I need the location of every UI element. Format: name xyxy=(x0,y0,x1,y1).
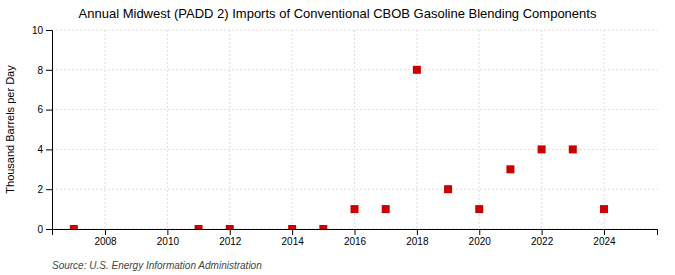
y-tick: 8 xyxy=(37,65,52,76)
plot: 2008 2010 2012 2014 2016 2018 2020 2022 2024 0 2 4 6… xyxy=(32,25,658,247)
x-tick-label: 2018 xyxy=(406,236,429,247)
point xyxy=(444,185,452,193)
y-tick-label: 0 xyxy=(37,224,43,235)
grid xyxy=(52,30,657,229)
y-axis-line xyxy=(46,31,53,230)
grid-line-x xyxy=(292,30,293,229)
x-tick-label: 2014 xyxy=(282,236,305,247)
y-tick-mark xyxy=(46,229,52,230)
points xyxy=(70,66,608,229)
x-axis: 2008 2010 2012 2014 2016 2018 2020 2022 2024 xyxy=(53,229,658,247)
grid-line-y xyxy=(52,149,657,150)
grid-line-x xyxy=(541,30,542,229)
y-tick: 0 xyxy=(37,224,52,235)
y-tick: 4 xyxy=(37,144,52,155)
x-tick: 2010 xyxy=(157,229,180,247)
grid-line-y xyxy=(52,189,657,190)
point xyxy=(569,145,577,153)
x-tick: 2016 xyxy=(344,229,367,247)
x-tick: 2020 xyxy=(469,229,492,247)
x-tick-mark xyxy=(417,229,418,235)
point xyxy=(288,225,296,229)
x-tick-label: 2024 xyxy=(593,236,616,247)
y-tick-label: 4 xyxy=(37,144,43,155)
y-tick-mark xyxy=(46,30,52,31)
grid-line-y xyxy=(52,30,657,31)
x-tick-label: 2010 xyxy=(157,236,180,247)
x-tick-label: 2016 xyxy=(344,236,367,247)
title: Annual Midwest (PADD 2) Imports of Conve… xyxy=(79,6,597,21)
x-tick-mark xyxy=(167,229,168,235)
x-tick: 2012 xyxy=(219,229,242,247)
x-tick: 2018 xyxy=(406,229,429,247)
x-tick: 2008 xyxy=(94,229,117,247)
point xyxy=(351,205,359,213)
y-axis: 0 2 4 6 8 10 xyxy=(32,25,53,235)
point xyxy=(413,66,421,74)
y-tick: 2 xyxy=(37,184,52,195)
x-tick-mark xyxy=(604,229,605,235)
y-axis-title: Thousand Barrels per Day xyxy=(4,65,16,194)
point xyxy=(195,225,203,229)
chart: 2008 2010 2012 2014 2016 2018 2020 2022 2024 0 2 4 6… xyxy=(0,0,675,275)
point xyxy=(600,205,608,213)
x-tick-mark xyxy=(479,229,480,235)
x-tick-mark xyxy=(230,229,231,235)
grid-line-x xyxy=(167,30,168,229)
grid-line-x xyxy=(105,30,106,229)
y-tick-label: 6 xyxy=(37,104,43,115)
x-tick-label: 2008 xyxy=(94,236,117,247)
y-tick-label: 8 xyxy=(37,65,43,76)
point xyxy=(475,205,483,213)
y-tick-mark xyxy=(46,110,52,111)
grid-line-y xyxy=(52,109,657,110)
x-axis-line xyxy=(53,230,658,236)
grid-line-x xyxy=(416,30,417,229)
x-tick-label: 2020 xyxy=(469,236,492,247)
grid-line-x xyxy=(479,30,480,229)
x-tick-label: 2022 xyxy=(531,236,554,247)
grid-line-y xyxy=(52,69,657,70)
point xyxy=(70,225,78,229)
x-tick: 2014 xyxy=(282,229,305,247)
point xyxy=(538,145,546,153)
x-tick-mark xyxy=(105,229,106,235)
x-tick: 2024 xyxy=(593,229,616,247)
x-tick-mark xyxy=(542,229,543,235)
grid-line-x xyxy=(229,30,230,229)
x-tick-label: 2012 xyxy=(219,236,242,247)
point xyxy=(319,225,327,229)
y-tick-label: 2 xyxy=(37,184,43,195)
grid-line-x xyxy=(603,30,604,229)
y-tick: 6 xyxy=(37,104,52,115)
y-tick-mark xyxy=(46,70,52,71)
point xyxy=(382,205,390,213)
source: Source: U.S. Energy Information Administ… xyxy=(52,260,262,271)
x-tick-mark xyxy=(292,229,293,235)
point xyxy=(506,165,514,173)
x-tick-mark xyxy=(355,229,356,235)
y-tick-label: 10 xyxy=(32,25,44,36)
y-tick-mark xyxy=(46,149,52,150)
grid-line-x xyxy=(354,30,355,229)
y-tick: 10 xyxy=(32,25,52,36)
point xyxy=(226,225,234,229)
x-tick: 2022 xyxy=(531,229,554,247)
y-tick-mark xyxy=(46,189,52,190)
